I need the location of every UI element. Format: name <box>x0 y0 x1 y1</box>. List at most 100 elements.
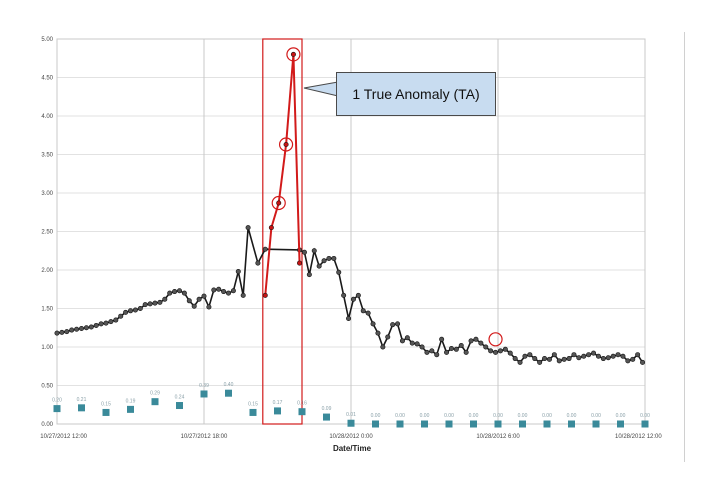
data-point <box>177 288 183 294</box>
data-point <box>404 335 410 341</box>
y-tick-label: 4.00 <box>41 114 53 120</box>
data-point <box>240 292 246 298</box>
data-point <box>128 308 134 314</box>
data-point <box>306 272 312 278</box>
marker-data-label: 0.19 <box>126 398 136 404</box>
data-point <box>385 334 391 340</box>
data-point <box>191 303 197 309</box>
data-point <box>54 330 60 336</box>
data-point <box>625 358 631 364</box>
square-marker <box>519 420 526 428</box>
square-marker <box>347 419 355 427</box>
data-point <box>581 353 587 359</box>
data-point <box>172 289 178 295</box>
data-point <box>147 301 153 307</box>
data-point <box>591 350 597 356</box>
marker-data-label: 0.00 <box>371 413 381 419</box>
square-marker <box>249 408 257 416</box>
y-axis: 0.00 0.50 1.00 1.50 2.00 2.50 3.00 3.50 4.00 4.50… <box>41 37 53 428</box>
data-point <box>429 348 435 354</box>
data-point <box>360 308 366 314</box>
square-marker <box>470 420 477 428</box>
data-point <box>615 352 621 358</box>
data-point <box>571 352 577 358</box>
data-point <box>350 296 356 302</box>
marker-data-label: 0.00 <box>420 413 430 419</box>
square-marker <box>151 398 159 406</box>
data-point <box>546 356 552 362</box>
y-tick-label: 3.00 <box>41 191 53 197</box>
marker-data-label: 0.00 <box>542 413 552 419</box>
square-marker <box>274 407 281 415</box>
marker-data-label: 0.00 <box>591 413 601 419</box>
data-point <box>216 286 222 292</box>
data-point <box>132 307 138 313</box>
data-point <box>74 326 80 332</box>
square-marker <box>592 420 600 428</box>
square-marker <box>53 405 61 413</box>
data-point <box>448 346 454 352</box>
data-point <box>507 350 513 356</box>
data-point <box>444 349 450 355</box>
data-point <box>137 305 143 311</box>
marker-data-label: 0.16 <box>297 401 307 407</box>
data-point <box>83 325 89 331</box>
data-point <box>537 359 543 365</box>
data-point <box>226 290 232 296</box>
data-point <box>458 342 464 348</box>
data-point <box>98 321 104 327</box>
marker-data-label: 0.00 <box>616 413 626 419</box>
square-marker <box>421 420 428 428</box>
marker-data-label: 0.01 <box>346 412 356 418</box>
data-point <box>414 341 420 347</box>
x-axis: 10/27/2012 12:00 10/27/2012 18:00 10/28/20… <box>40 434 662 440</box>
y-tick-label: 2.50 <box>41 230 53 236</box>
square-marker <box>568 420 575 428</box>
data-point <box>517 359 523 365</box>
marker-data-label: 0.29 <box>150 391 160 397</box>
data-point <box>640 359 646 365</box>
data-point <box>463 349 469 355</box>
data-point <box>196 296 202 302</box>
y-tick-label: 1.00 <box>41 345 53 351</box>
marker-data-label: 0.00 <box>469 413 479 419</box>
x-tick-label: 10/28/2012 6:00 <box>476 434 520 440</box>
data-point <box>370 321 376 327</box>
square-marker <box>641 420 649 428</box>
data-point <box>542 356 548 362</box>
x-tick-label: 10/28/2012 0:00 <box>329 434 373 440</box>
marker-data-label: 0.39 <box>199 383 209 389</box>
data-point <box>473 336 479 342</box>
data-point <box>336 269 342 275</box>
data-point <box>434 352 440 358</box>
data-point <box>157 299 163 305</box>
data-point <box>497 348 503 354</box>
marker-data-label: 0.09 <box>322 406 332 412</box>
gridlines <box>56 38 646 425</box>
data-point <box>268 225 274 231</box>
data-point <box>399 338 405 344</box>
data-point <box>262 292 268 298</box>
data-point <box>262 246 268 252</box>
data-point <box>64 329 70 335</box>
x-tick-label: 10/27/2012 12:00 <box>40 434 87 440</box>
square-marker <box>200 390 208 398</box>
anomaly-circles <box>271 47 503 347</box>
data-point <box>79 326 85 332</box>
y-tick-label: 3.50 <box>41 153 53 159</box>
data-point <box>88 324 94 330</box>
square-marker <box>396 420 404 428</box>
data-point <box>566 356 572 362</box>
data-point <box>297 260 303 266</box>
data-point <box>522 353 528 359</box>
series-layer: 0.20 0.21 0.15 0.19 0.29 0.24 0.39 0.40 0.15 0.17… <box>52 51 650 428</box>
square-marker <box>445 420 453 428</box>
data-point <box>488 348 494 354</box>
data-point <box>493 349 499 355</box>
data-point <box>512 356 518 362</box>
square-marker <box>617 420 624 428</box>
anomaly-circle <box>488 332 503 347</box>
data-point <box>118 313 124 319</box>
data-point <box>468 338 474 344</box>
